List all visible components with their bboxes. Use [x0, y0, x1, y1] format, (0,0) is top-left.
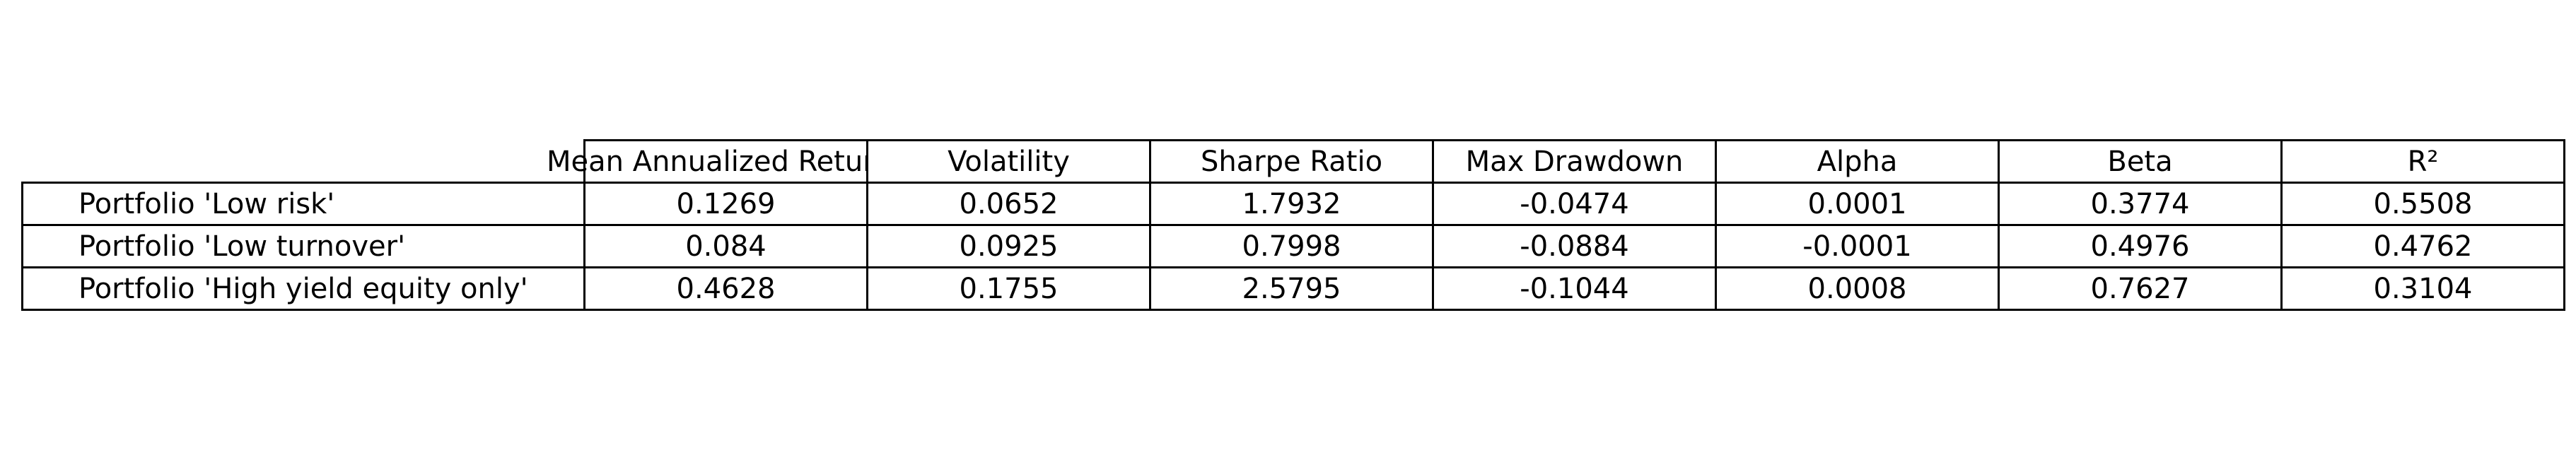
- table-cell-text: 0.1269: [676, 187, 776, 220]
- table-cell-text: 0.5508: [2373, 187, 2473, 220]
- table-cell: 0.4976: [1998, 224, 2283, 268]
- table-cell: 0.4628: [583, 266, 868, 311]
- table-cell-text: 2.5795: [1242, 272, 1341, 305]
- table-cell-text: 0.3774: [2090, 187, 2190, 220]
- table-cell-text: -0.0001: [1802, 230, 1912, 263]
- table-cell: 0.3104: [2280, 266, 2565, 311]
- row-label: Portfolio 'Low turnover': [21, 224, 585, 268]
- table-cell: 1.7932: [1149, 182, 1434, 226]
- row-label-text: Portfolio 'High yield equity only': [78, 272, 528, 305]
- column-header-text: Alpha: [1817, 145, 1898, 178]
- table-cell-text: 0.4976: [2090, 230, 2190, 263]
- table-cell: 0.0001: [1715, 182, 2000, 226]
- table-cell-text: 0.7998: [1242, 230, 1341, 263]
- column-header-text: Max Drawdown: [1465, 145, 1684, 178]
- table-cell-text: 0.0652: [959, 187, 1059, 220]
- table-cell-text: 0.084: [685, 230, 767, 263]
- column-header: Max Drawdown: [1432, 139, 1717, 184]
- table-cell-text: -0.0884: [1520, 230, 1629, 263]
- table-cell: 0.5508: [2280, 182, 2565, 226]
- table-cell-text: 0.7627: [2090, 272, 2190, 305]
- table-cell-text: 1.7932: [1242, 187, 1341, 220]
- table-cell-text: 0.4628: [676, 272, 776, 305]
- table-cell: 0.7998: [1149, 224, 1434, 268]
- table-cell: 0.7627: [1998, 266, 2283, 311]
- table-cell: 0.1755: [866, 266, 1151, 311]
- row-label: Portfolio 'High yield equity only': [21, 266, 585, 311]
- table-cell-text: 0.0008: [1807, 272, 1907, 305]
- column-header: R²: [2280, 139, 2565, 184]
- column-header-text: Mean Annualized Return: [547, 145, 866, 178]
- table-cell: 0.1269: [583, 182, 868, 226]
- table-cell: 0.3774: [1998, 182, 2283, 226]
- table-cell-text: 0.4762: [2373, 230, 2473, 263]
- table-cell-text: 0.3104: [2373, 272, 2473, 305]
- table-cell-text: 0.0925: [959, 230, 1059, 263]
- table-cell-text: 0.0001: [1807, 187, 1907, 220]
- row-label: Portfolio 'Low risk': [21, 182, 585, 226]
- table-cell-text: 0.1755: [959, 272, 1059, 305]
- table-cell: 2.5795: [1149, 266, 1434, 311]
- column-header-clip: Mean Annualized Return: [527, 139, 866, 184]
- row-label-text: Portfolio 'Low risk': [78, 187, 335, 220]
- column-header: Sharpe Ratio: [1149, 139, 1434, 184]
- column-header-text: Volatility: [948, 145, 1070, 178]
- table-cell: -0.1044: [1432, 266, 1717, 311]
- table-cell: -0.0884: [1432, 224, 1717, 268]
- column-header: Alpha: [1715, 139, 2000, 184]
- table-cell-text: -0.0474: [1520, 187, 1629, 220]
- column-header: Volatility: [866, 139, 1151, 184]
- table-cell: 0.4762: [2280, 224, 2565, 268]
- column-header: Mean Annualized Return: [547, 139, 866, 184]
- column-header: Beta: [1998, 139, 2283, 184]
- column-header-text: Sharpe Ratio: [1200, 145, 1383, 178]
- table-cell: 0.0652: [866, 182, 1151, 226]
- row-label-text: Portfolio 'Low turnover': [78, 230, 406, 263]
- table-cell: 0.0925: [866, 224, 1151, 268]
- table-cell: 0.084: [583, 224, 868, 268]
- column-header-text: Beta: [2107, 145, 2173, 178]
- table-cell: -0.0001: [1715, 224, 2000, 268]
- table-cell: -0.0474: [1432, 182, 1717, 226]
- column-header-text: R²: [2407, 145, 2439, 178]
- table-cell-text: -0.1044: [1520, 272, 1629, 305]
- table-cell: 0.0008: [1715, 266, 2000, 311]
